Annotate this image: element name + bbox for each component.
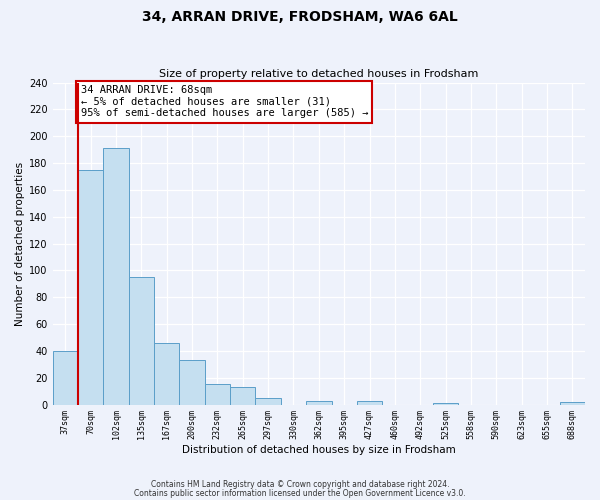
Bar — [179, 360, 205, 405]
Text: Contains public sector information licensed under the Open Government Licence v3: Contains public sector information licen… — [134, 490, 466, 498]
Bar — [53, 351, 78, 405]
Text: 34, ARRAN DRIVE, FRODSHAM, WA6 6AL: 34, ARRAN DRIVE, FRODSHAM, WA6 6AL — [142, 10, 458, 24]
Text: 34 ARRAN DRIVE: 68sqm
← 5% of detached houses are smaller (31)
95% of semi-detac: 34 ARRAN DRIVE: 68sqm ← 5% of detached h… — [80, 85, 368, 118]
Bar — [306, 400, 332, 404]
Bar — [256, 398, 281, 404]
Bar — [129, 277, 154, 404]
Bar — [154, 343, 179, 404]
Title: Size of property relative to detached houses in Frodsham: Size of property relative to detached ho… — [159, 69, 479, 79]
Bar — [230, 387, 256, 404]
Bar — [78, 170, 103, 404]
Bar — [433, 403, 458, 404]
Text: Contains HM Land Registry data © Crown copyright and database right 2024.: Contains HM Land Registry data © Crown c… — [151, 480, 449, 489]
Bar — [103, 148, 129, 404]
Y-axis label: Number of detached properties: Number of detached properties — [15, 162, 25, 326]
Bar — [205, 384, 230, 404]
X-axis label: Distribution of detached houses by size in Frodsham: Distribution of detached houses by size … — [182, 445, 456, 455]
Bar — [560, 402, 585, 404]
Bar — [357, 400, 382, 404]
